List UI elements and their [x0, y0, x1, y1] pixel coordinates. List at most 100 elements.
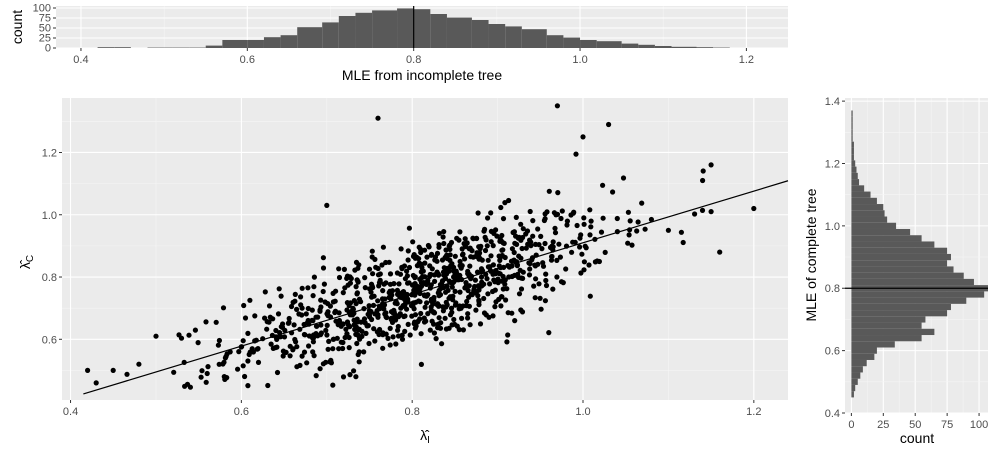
- scatter-point: [388, 309, 395, 315]
- scatter-point: [559, 208, 565, 214]
- scatter-point: [495, 280, 501, 286]
- scatter-point: [457, 258, 463, 265]
- scatter-point: [394, 301, 400, 307]
- scatter-point: [398, 305, 404, 311]
- scatter-point: [203, 319, 209, 325]
- scatter-point: [429, 318, 435, 324]
- scatter-y-axis-title: λ̂C: [17, 255, 36, 269]
- scatter-point: [424, 300, 430, 306]
- scatter-panel: 0.4 0.6 0.8 1.0 1.2 0.6 0.8 1.0 1.2 λ̂I λ̂C: [17, 98, 789, 446]
- scatter-point: [581, 215, 587, 221]
- scatter-point: [466, 294, 472, 300]
- scatter-point: [310, 349, 316, 355]
- scatter-point: [405, 248, 411, 254]
- right-hist-bar: [851, 197, 877, 205]
- scatter-point: [484, 243, 490, 249]
- scatter-point: [387, 281, 393, 287]
- top-hist-bar: [654, 46, 672, 48]
- scatter-point: [454, 323, 460, 329]
- scatter-point: [550, 239, 556, 245]
- scatter-point: [550, 286, 556, 292]
- scatter-point: [301, 321, 307, 328]
- scatter-point: [497, 271, 503, 277]
- scatter-point: [124, 371, 130, 377]
- scatter-point: [552, 225, 558, 231]
- scatter-point: [278, 293, 284, 299]
- right-hist-bar: [851, 110, 853, 117]
- right-hist-bar: [851, 191, 871, 198]
- scatter-point: [387, 325, 393, 331]
- scatter-point: [336, 317, 342, 324]
- scatter-point: [372, 256, 378, 262]
- top-hist-bar: [280, 35, 298, 48]
- scatter-point: [431, 330, 437, 336]
- scatter-point: [512, 240, 518, 246]
- scatter-point: [287, 343, 293, 349]
- scatter-point: [347, 300, 354, 306]
- scatter-point: [294, 306, 300, 312]
- scatter-point: [399, 336, 406, 342]
- scatter-point: [717, 249, 723, 255]
- scatter-point: [153, 333, 159, 339]
- scatter-point: [552, 230, 559, 236]
- scatter-point: [303, 311, 309, 317]
- scatter-point: [441, 285, 447, 291]
- scatter-point: [386, 290, 392, 296]
- scatter-point: [245, 330, 251, 336]
- scatter-point: [336, 310, 342, 316]
- scatter-point: [227, 349, 233, 355]
- scatter-y-axis-subscript: C: [25, 255, 36, 262]
- scatter-point: [573, 151, 579, 157]
- right-hist-bar: [851, 135, 853, 142]
- scatter-point: [249, 346, 255, 352]
- scatter-point: [520, 226, 526, 232]
- scatter-point: [375, 115, 381, 121]
- scatter-point: [476, 302, 482, 308]
- scatter-point: [535, 226, 541, 232]
- right-hist-bar: [851, 160, 856, 167]
- scatter-point: [379, 262, 385, 268]
- scatter-point: [511, 229, 517, 235]
- right-hist-bar: [851, 372, 861, 379]
- scatter-point: [93, 380, 99, 386]
- scatter-point: [436, 242, 442, 248]
- scatter-point: [509, 246, 515, 252]
- scatter-point: [518, 275, 524, 281]
- scatter-point: [692, 211, 698, 217]
- scatter-point: [310, 335, 316, 341]
- scatter-point: [245, 358, 251, 364]
- scatter-point: [443, 326, 449, 332]
- scatter-point: [549, 254, 555, 260]
- scatter-point: [490, 243, 496, 249]
- scatter-point: [558, 279, 565, 285]
- scatter-point: [192, 327, 198, 333]
- right-hist-bar: [851, 391, 854, 398]
- scatter-point: [320, 288, 326, 295]
- scatter-point: [577, 235, 583, 241]
- scatter-point: [642, 226, 648, 232]
- scatter-point: [574, 222, 580, 229]
- scatter-point: [554, 257, 560, 263]
- scatter-point: [482, 247, 489, 254]
- scatter-point: [485, 215, 491, 221]
- scatter-point: [406, 264, 413, 271]
- top-y-tick-label: 0: [45, 43, 51, 55]
- scatter-point: [305, 317, 311, 324]
- scatter-point: [457, 229, 463, 235]
- scatter-point: [351, 322, 357, 328]
- scatter-point: [381, 306, 387, 312]
- scatter-point: [291, 322, 297, 328]
- scatter-point: [450, 268, 457, 274]
- scatter-point: [216, 337, 222, 344]
- scatter-point: [467, 263, 473, 269]
- scatter-point: [474, 269, 481, 275]
- scatter-point: [205, 364, 211, 370]
- scatter-point: [321, 281, 327, 287]
- right-hist-bar: [851, 353, 875, 360]
- scatter-point: [407, 332, 413, 338]
- scatter-point: [490, 262, 496, 268]
- scatter-point: [390, 334, 396, 340]
- scatter-point: [512, 318, 518, 324]
- scatter-point: [478, 274, 485, 280]
